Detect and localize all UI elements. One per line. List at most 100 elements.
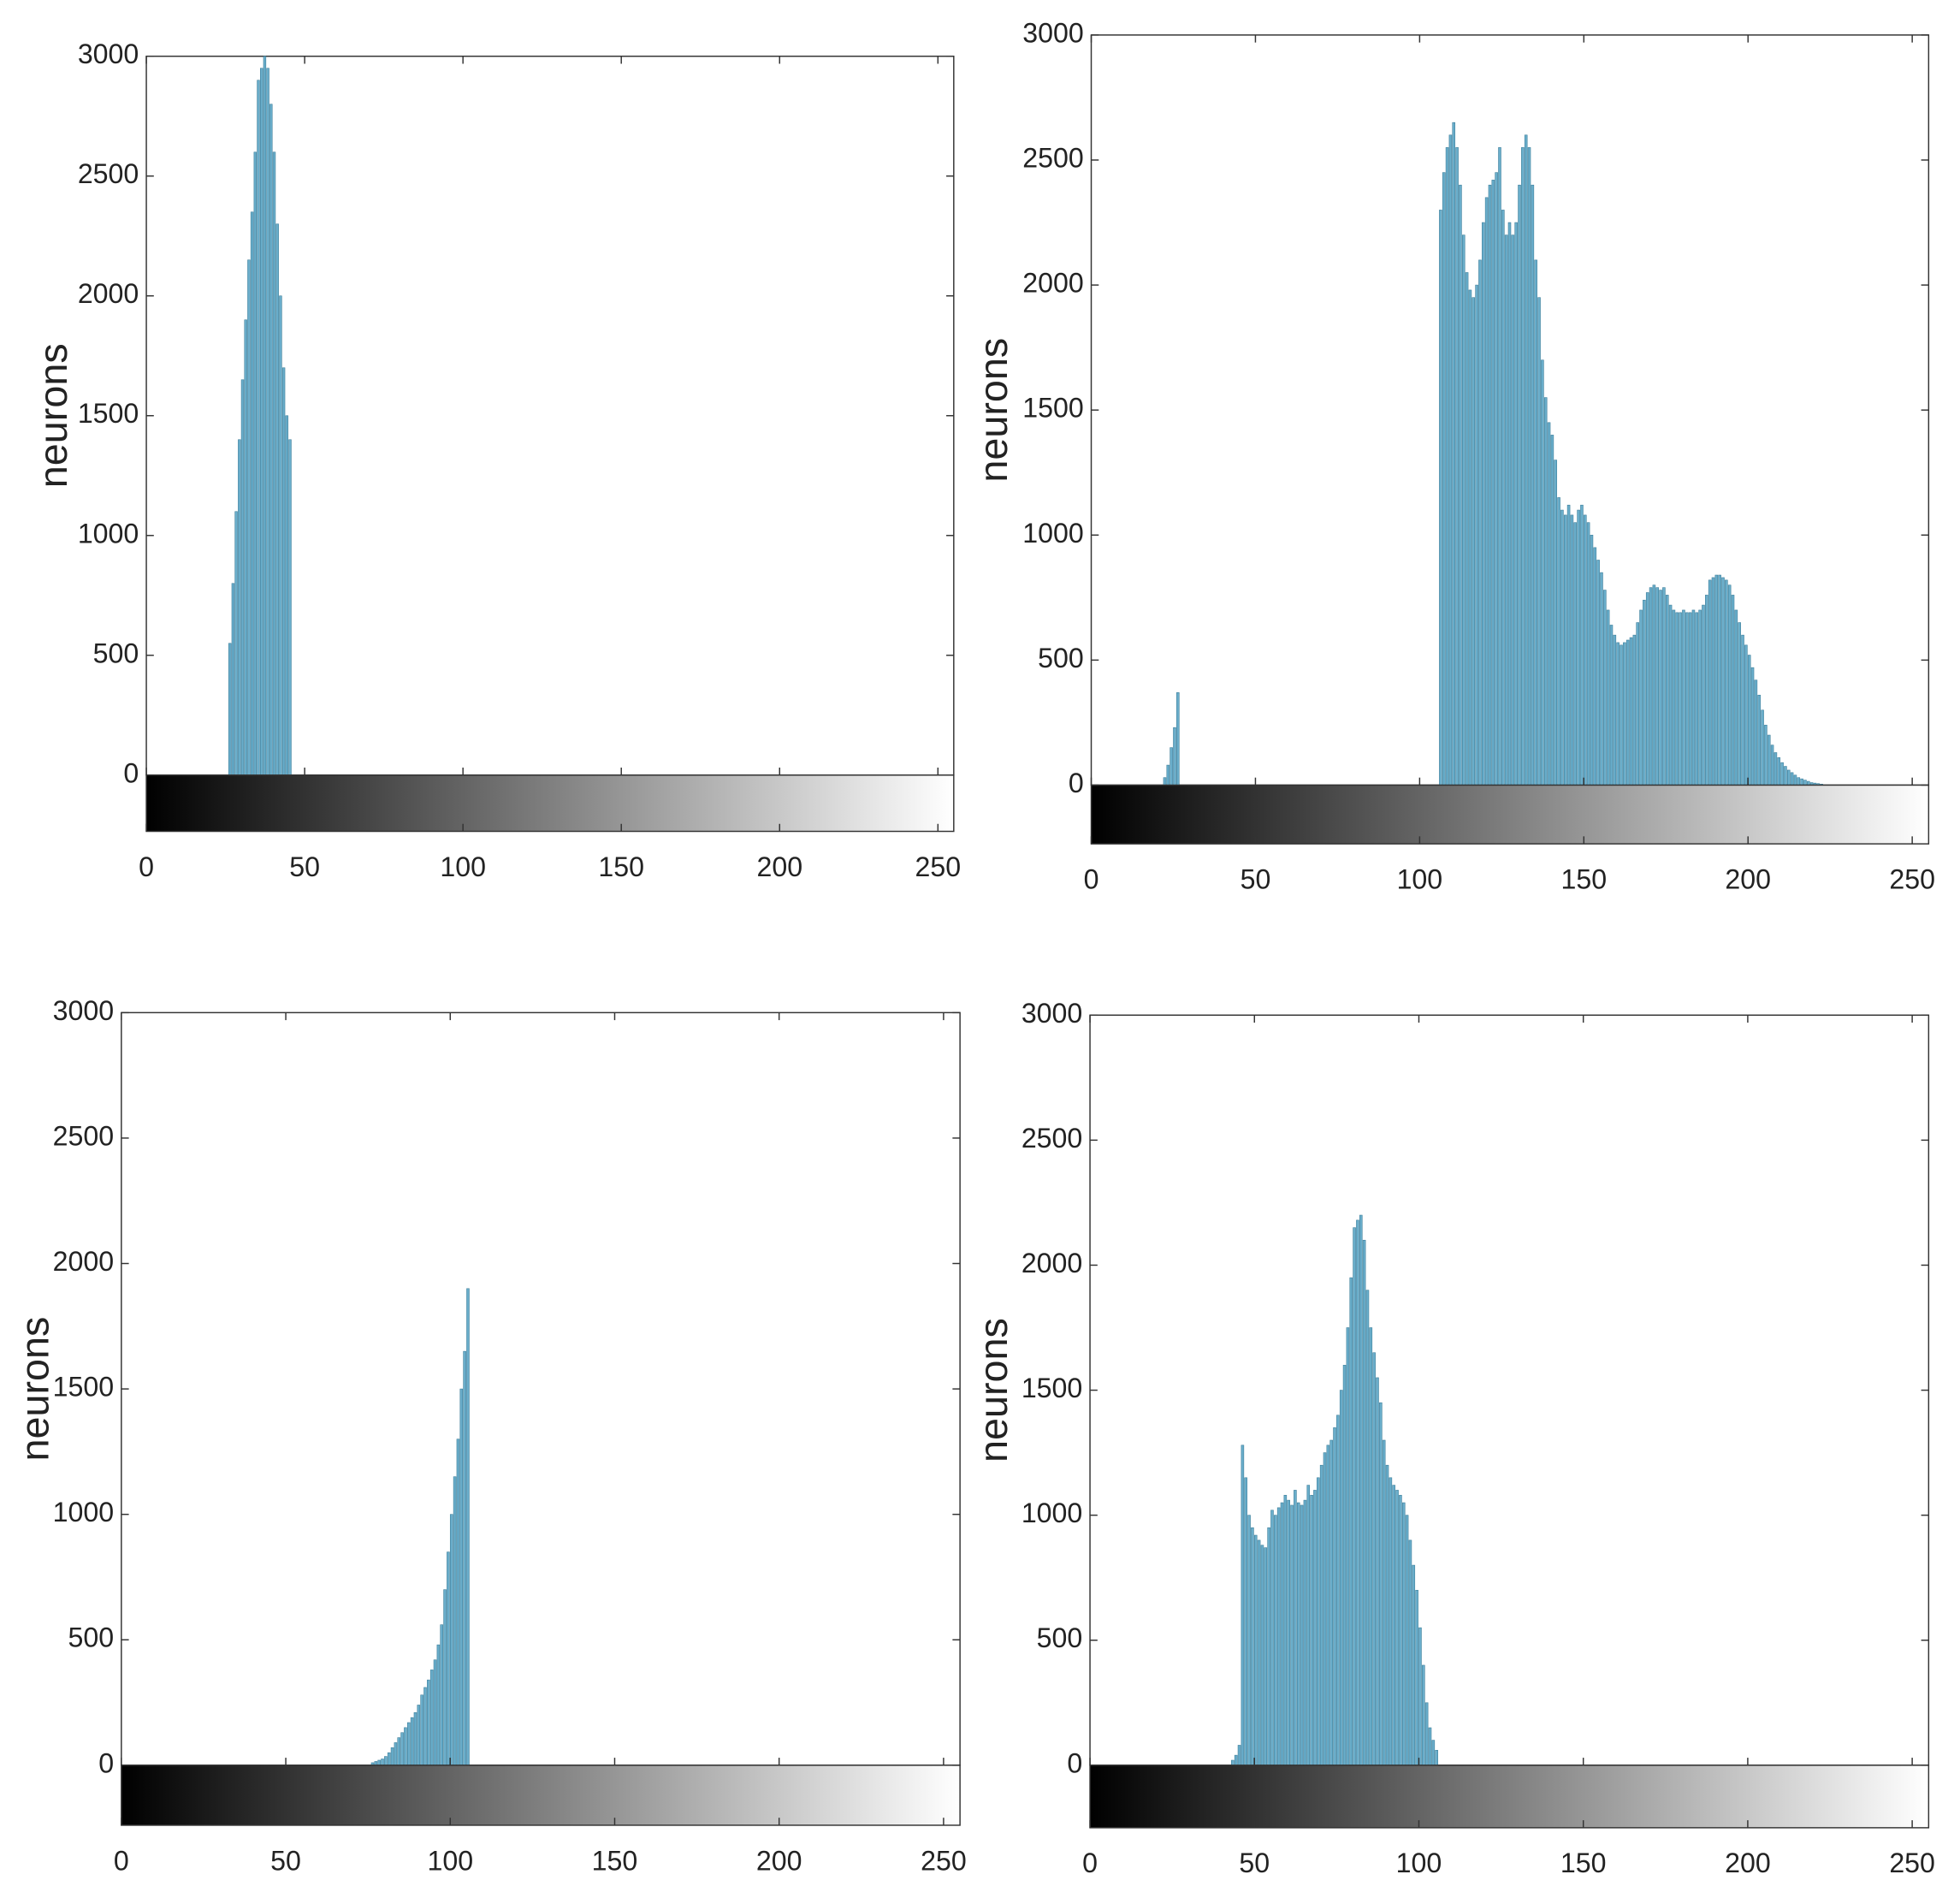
bar [1639,609,1643,786]
bar [1750,667,1755,786]
bar [1744,644,1748,786]
colorbar [1090,784,1930,845]
bar [1797,777,1801,786]
bar [463,1350,466,1766]
bar [387,1752,391,1766]
bar [1468,289,1472,786]
bar [1518,184,1521,786]
bar [1511,234,1515,786]
bar [423,1687,427,1766]
bar [1169,747,1173,786]
bar [1524,134,1528,786]
bar [1428,1727,1432,1766]
bar [1412,1564,1416,1766]
bar [1761,709,1764,786]
bar [1319,1464,1323,1766]
bar [1405,1515,1409,1766]
bar [1234,1754,1238,1766]
bar [1424,1702,1429,1766]
bar [1563,514,1567,786]
bar [1682,609,1685,786]
y-tick-label: 1500 [78,398,139,429]
bar [1793,774,1797,786]
bar [1329,1439,1333,1766]
y-tick-label: 500 [68,1622,114,1653]
bar [244,319,247,776]
bar [263,56,267,776]
bar [1734,609,1738,786]
bar [1773,752,1778,786]
bar [1482,222,1485,786]
bar [1359,1214,1363,1766]
bar [1475,284,1478,786]
bar [1741,634,1744,786]
plot-area [1089,1014,1930,1766]
bar [1401,1502,1406,1766]
bar [1609,625,1614,786]
bar [1613,634,1617,786]
bar [1442,172,1446,786]
bar [1600,572,1603,786]
bar [1484,197,1489,786]
bar [1643,599,1646,786]
x-tick-label: 50 [270,1845,301,1876]
bar [1385,1464,1389,1766]
y-axis-label: neurons [31,343,75,488]
bar [404,1727,407,1766]
bar [1800,778,1803,786]
bar [1241,1444,1245,1766]
bar [1166,764,1170,786]
bar [1586,522,1590,786]
bar [1267,1527,1270,1766]
y-axis-label: neurons [971,338,1016,483]
y-tick-label: 1000 [1021,1498,1082,1528]
bar [1342,1365,1347,1766]
x-tick-label: 150 [598,851,644,882]
bar [1445,147,1449,786]
x-tick-label: 150 [1560,1848,1607,1878]
bar [1336,1415,1340,1766]
y-tick-label: 1000 [1022,518,1083,549]
x-tick-label: 50 [1241,863,1271,894]
bar [1452,122,1456,786]
x-tick-label: 200 [756,1845,802,1876]
bar [417,1705,421,1766]
bar [1593,547,1597,786]
bar [1557,497,1560,786]
bar [1541,359,1544,786]
bar [1655,587,1660,786]
bar [1362,1239,1366,1766]
bar [281,367,286,776]
y-tick-label: 500 [1037,1622,1083,1653]
bar [453,1476,457,1766]
bar [447,1551,450,1766]
bar [1580,504,1584,786]
bar [400,1732,404,1766]
bar [440,1624,443,1766]
y-tick-label: 2500 [1021,1123,1082,1154]
bar [1668,604,1673,786]
bar [1478,259,1482,786]
x-tick-label: 0 [139,851,154,882]
bar [1461,234,1466,786]
bar [1554,460,1558,786]
bar [436,1644,441,1766]
x-tick-label: 200 [1725,1848,1771,1878]
y-tick-label: 2000 [1021,1248,1082,1278]
bar [1570,514,1574,786]
bar [1323,1452,1327,1766]
bar [1310,1494,1313,1766]
colorbar [1089,1765,1930,1829]
bar [443,1589,447,1766]
bar [1629,637,1633,786]
plot-area [121,1011,961,1766]
bar [433,1659,437,1766]
bar [1303,1499,1307,1766]
x-tick-label: 100 [1396,1848,1442,1878]
bar [1603,590,1607,786]
y-tick-label: 2000 [1022,268,1083,299]
x-tick-label: 100 [427,1845,473,1876]
bar [234,511,238,776]
bar [1698,609,1702,786]
